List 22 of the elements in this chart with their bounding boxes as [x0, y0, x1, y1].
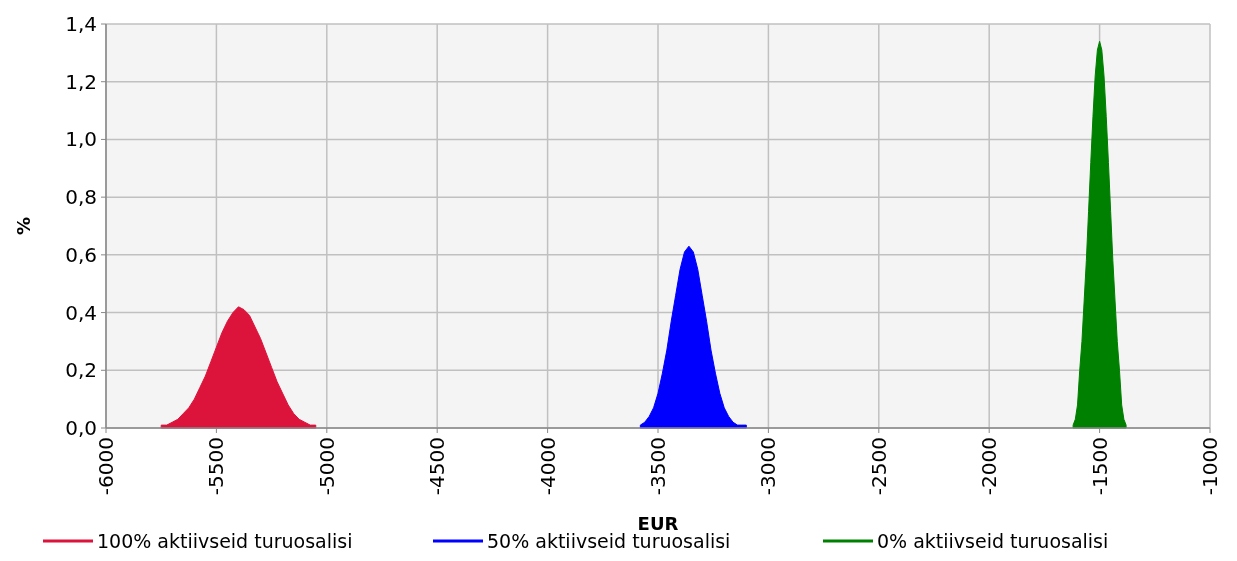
y-tick-label: 0,0	[65, 416, 97, 440]
x-tick-label: -2000	[977, 437, 1002, 496]
x-tick-label: -6000	[94, 437, 118, 496]
y-tick-label: 0,2	[65, 358, 97, 383]
y-tick-label: 1,0	[65, 127, 97, 152]
x-tick-label: -4000	[535, 437, 560, 496]
legend-label: 0% aktiivseid turuosalisi	[877, 529, 1109, 552]
y-tick-label: 0,4	[65, 300, 97, 325]
y-tick-label: 0,8	[65, 185, 97, 210]
y-tick-label: 1,2	[65, 69, 97, 94]
y-tick-label: 0,6	[65, 242, 97, 267]
x-tick-label: -5500	[204, 437, 229, 496]
x-tick-label: -1500	[1087, 437, 1112, 496]
x-tick-label: -5000	[314, 437, 339, 496]
x-tick-label: -2500	[866, 437, 891, 496]
y-axis-title: %	[13, 216, 34, 236]
x-tick-label: -3000	[756, 437, 781, 496]
x-tick-label: -1000	[1198, 437, 1222, 496]
y-tick-label: 1,4	[65, 12, 97, 36]
x-tick-label: -4500	[425, 437, 450, 496]
legend-label: 100% aktiivseid turuosalisi	[97, 529, 353, 552]
x-tick-label: -3500	[646, 437, 670, 496]
